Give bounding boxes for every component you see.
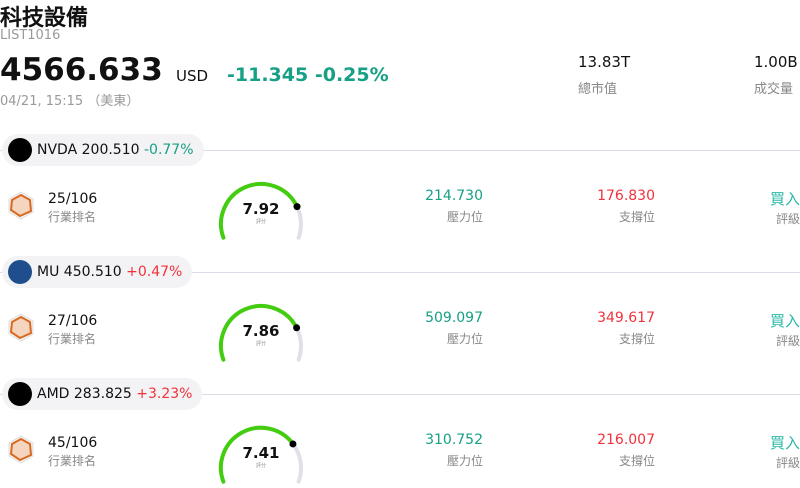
industry-rank: 27/106 (48, 313, 98, 329)
stock-change: +3.23% (136, 386, 193, 402)
stock-change: +0.47% (126, 264, 183, 280)
industry-rank: 25/106 (48, 191, 98, 207)
resistance-value: 509.097 (425, 310, 483, 326)
rating-label: 評級 (775, 456, 800, 470)
section-divider (0, 150, 800, 151)
rating-value: 買入 (769, 190, 800, 208)
support-value: 176.830 (597, 188, 655, 204)
score-gauge (218, 181, 304, 240)
score-label: 評分 (255, 463, 266, 469)
radar-icon (8, 313, 34, 342)
support-value: 216.007 (597, 432, 655, 448)
resistance-value: 310.752 (425, 432, 483, 448)
score-value: 7.92 (242, 200, 280, 218)
score-label: 評分 (255, 341, 266, 347)
score-gauge (218, 425, 304, 484)
stock-price: 200.510 (81, 142, 140, 158)
gauge-fill (218, 181, 299, 240)
rating-value: 買入 (769, 312, 800, 330)
resistance-value: 214.730 (425, 188, 483, 204)
market-cap-value: 13.83T (578, 53, 631, 71)
index-price: 4566.633 (0, 52, 163, 88)
nvidia-logo (8, 138, 32, 162)
stock-change: -0.77% (143, 142, 194, 158)
ticker: AMD (37, 386, 70, 402)
section-divider (0, 394, 800, 395)
stock-price: 450.510 (63, 264, 122, 280)
timestamp: 04/21, 15:15 （美東） (0, 94, 140, 109)
score-value: 7.86 (242, 322, 280, 340)
gauge-dot (293, 203, 301, 211)
stock-header-nvda[interactable]: NVDA 200.510 -0.77% (2, 134, 204, 166)
score-label: 評分 (255, 219, 266, 225)
stock-price: 283.825 (73, 386, 132, 402)
amd-logo (8, 382, 32, 406)
support-label: 支撐位 (618, 210, 655, 224)
resistance-label: 壓力位 (446, 210, 483, 224)
ticker: NVDA (37, 142, 78, 158)
rating-label: 評級 (775, 334, 800, 348)
radar-icon (8, 435, 34, 464)
radar-icon (8, 191, 34, 220)
industry-rank-label: 行業排名 (48, 332, 97, 346)
ticker: MU (37, 264, 60, 280)
industry-rank-label: 行業排名 (48, 210, 97, 224)
gauge-fill (219, 304, 299, 362)
support-value: 349.617 (597, 310, 655, 326)
index-code: LIST1016 (0, 28, 61, 43)
volume-value: 1.00B (754, 53, 798, 71)
support-label: 支撐位 (618, 454, 655, 468)
gauge-dot (289, 440, 297, 448)
market-cap-label: 總市值 (578, 82, 618, 97)
support-label: 支撐位 (618, 332, 655, 346)
industry-rank: 45/106 (48, 435, 98, 451)
volume-label: 成交量 (754, 82, 794, 97)
resistance-label: 壓力位 (446, 454, 483, 468)
rating-value: 買入 (769, 434, 800, 452)
currency: USD (176, 67, 209, 85)
price-change: -11.345 -0.25% (227, 64, 389, 86)
rating-label: 評級 (775, 212, 800, 226)
micron-logo (8, 260, 32, 284)
score-gauge (219, 304, 303, 362)
stock-header-amd[interactable]: AMD 283.825 +3.23% (2, 378, 203, 410)
gauge-fill (218, 425, 295, 484)
page-title: 科技設備 (0, 6, 89, 31)
resistance-label: 壓力位 (446, 332, 483, 346)
score-value: 7.41 (242, 444, 280, 462)
industry-rank-label: 行業排名 (48, 454, 97, 468)
stock-header-mu[interactable]: MU 450.510 +0.47% (2, 256, 193, 288)
gauge-dot (293, 324, 301, 332)
section-divider (0, 272, 800, 273)
gauge-track (291, 441, 304, 484)
